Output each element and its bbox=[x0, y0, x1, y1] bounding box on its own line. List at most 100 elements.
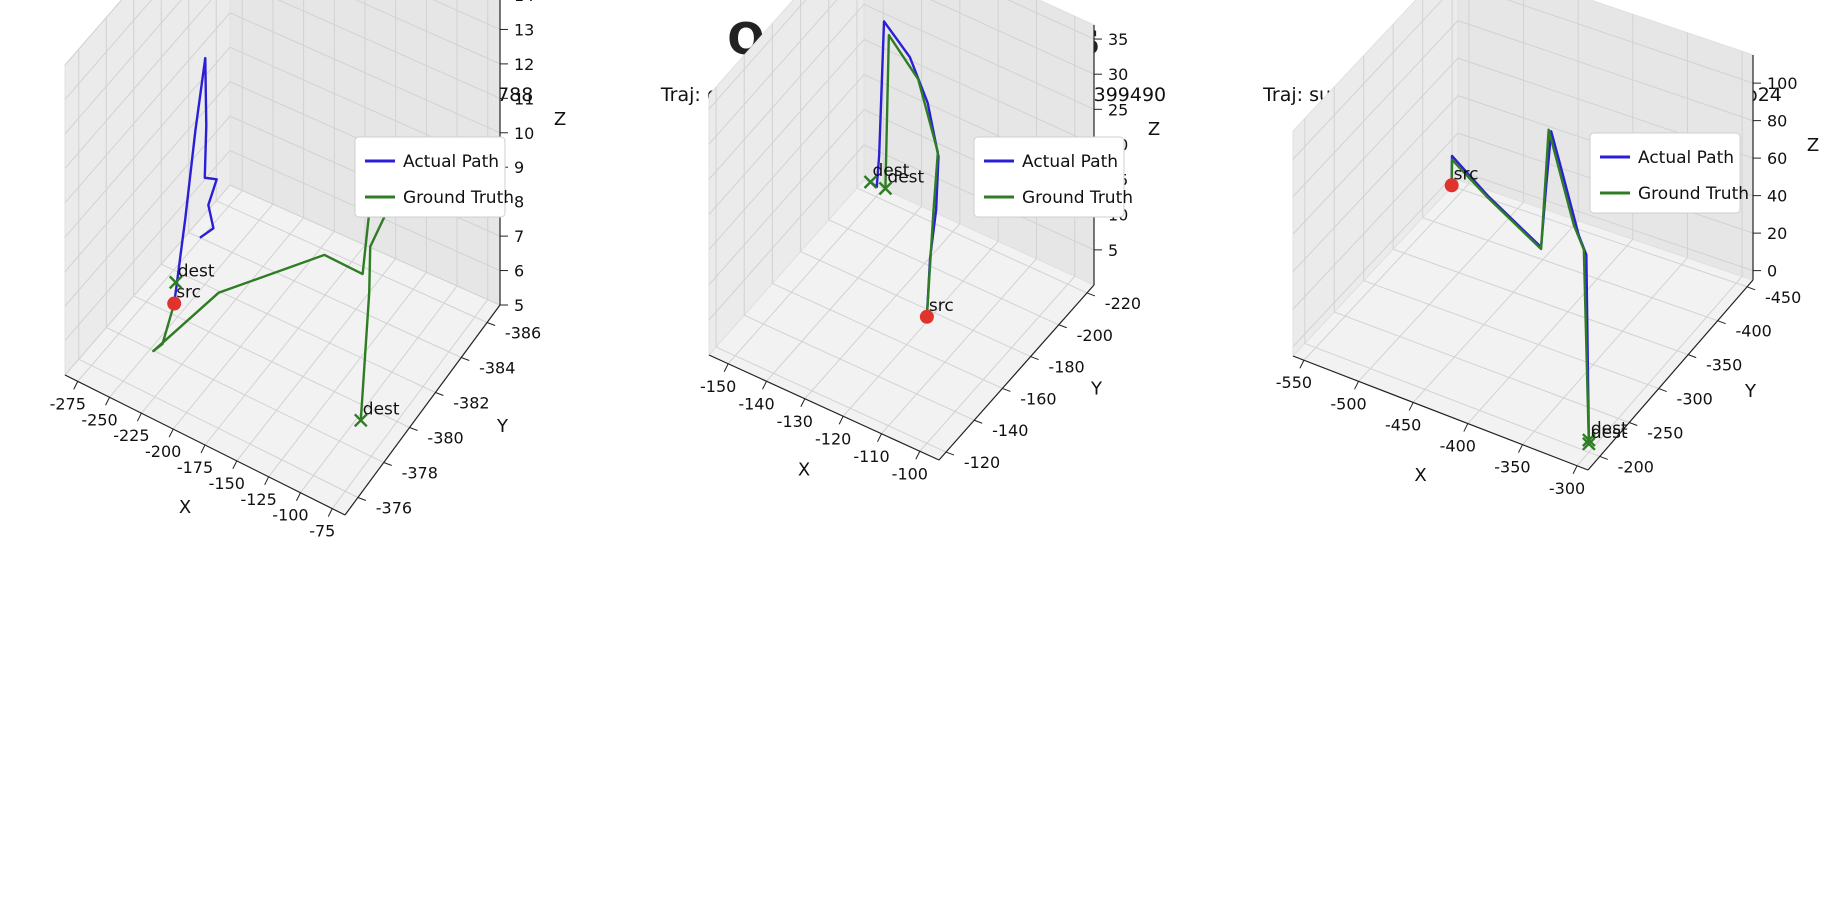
y-tick bbox=[1746, 286, 1756, 291]
y-tick bbox=[383, 462, 392, 466]
legend-entry: Actual Path bbox=[1638, 148, 1734, 168]
dest-label: dest bbox=[1591, 423, 1628, 443]
x-tick bbox=[136, 412, 142, 422]
x-tick bbox=[1463, 423, 1469, 432]
legend-entry: Actual Path bbox=[1022, 152, 1118, 172]
x-tick-label: -130 bbox=[777, 412, 813, 431]
grid-line bbox=[708, 38, 1095, 215]
dest-marker bbox=[168, 275, 183, 290]
y-tick bbox=[1599, 455, 1608, 460]
dest-marker bbox=[1582, 436, 1596, 451]
legend-entry: Actual Path bbox=[403, 152, 499, 172]
y-tick-label: -250 bbox=[1647, 424, 1683, 443]
x-tick-label: -300 bbox=[1549, 479, 1585, 498]
grid-line bbox=[109, 203, 274, 398]
x-tick-label: -550 bbox=[1276, 373, 1312, 392]
grid-line bbox=[188, 232, 462, 358]
grid-line bbox=[715, 346, 947, 453]
y-tick bbox=[1030, 356, 1039, 361]
y-tick bbox=[974, 419, 983, 424]
z-axis-label: Z bbox=[1807, 135, 1819, 156]
x-axis-label: X bbox=[179, 497, 191, 518]
x-tick bbox=[1572, 465, 1578, 475]
grid-line bbox=[64, 0, 123, 66]
x-axis-line bbox=[708, 354, 940, 461]
src-marker bbox=[167, 296, 182, 311]
y-tick-label: -300 bbox=[1677, 390, 1713, 409]
actual-path-line bbox=[173, 56, 218, 304]
x-tick bbox=[915, 451, 921, 460]
x-tick bbox=[296, 492, 301, 501]
x-tick-label: -275 bbox=[50, 394, 86, 413]
x-tick-label: -125 bbox=[240, 490, 276, 509]
ground-truth-line bbox=[884, 33, 940, 317]
z-tick-label: 25 bbox=[1108, 100, 1128, 119]
grid-line bbox=[1292, 170, 1754, 347]
x-tick-label: -200 bbox=[145, 442, 181, 461]
grid-line bbox=[828, 219, 1059, 326]
x-tick-label: -75 bbox=[309, 522, 335, 541]
grid-line bbox=[133, 295, 410, 428]
z-tick-label: 35 bbox=[1108, 30, 1128, 49]
grid-line bbox=[1393, 248, 1689, 356]
dest-label: dest bbox=[887, 167, 924, 187]
dest-label: dest bbox=[872, 161, 909, 181]
dest-label: dest bbox=[1591, 419, 1628, 439]
z-tick-label: 11 bbox=[514, 89, 534, 108]
y-tick-label: -384 bbox=[479, 359, 515, 378]
src-label: src bbox=[1454, 164, 1479, 184]
legend: Actual Path Ground Truth bbox=[1589, 132, 1749, 214]
x-tick-label: -100 bbox=[892, 464, 928, 483]
x-tick bbox=[838, 416, 844, 425]
grid-line bbox=[804, 223, 961, 400]
x-tick bbox=[1408, 402, 1414, 411]
y-axis-line bbox=[1587, 279, 1754, 471]
dest-marker bbox=[863, 175, 878, 189]
z-tick-label: 12 bbox=[514, 55, 534, 74]
dest-marker bbox=[353, 413, 368, 428]
grid-line bbox=[881, 258, 1037, 435]
y-tick-label: -220 bbox=[1105, 294, 1141, 313]
grid-line bbox=[216, 200, 488, 323]
legend-entry: Ground Truth bbox=[1638, 184, 1749, 204]
y-axis-label: Y bbox=[496, 416, 509, 437]
legend-entry: Ground Truth bbox=[1022, 188, 1133, 208]
y-tick bbox=[461, 357, 470, 361]
y-tick bbox=[1688, 354, 1697, 359]
x-tick bbox=[327, 508, 333, 517]
grid-line bbox=[1292, 20, 1754, 197]
grid-line bbox=[64, 0, 501, 135]
grid-line bbox=[766, 205, 922, 382]
dest-label: dest bbox=[363, 399, 400, 419]
y-tick bbox=[1717, 320, 1726, 325]
x-tick-label: -250 bbox=[81, 410, 117, 429]
grid-line bbox=[772, 282, 1003, 389]
z-tick-label: 7 bbox=[514, 227, 524, 246]
grid-line bbox=[78, 358, 359, 498]
x-tick-label: -110 bbox=[853, 447, 889, 466]
x-tick bbox=[1354, 381, 1360, 390]
x-tick bbox=[200, 444, 206, 454]
panel-oracle-success: Oracle Success Traj: oracle_04c4ffd7-b7c… bbox=[609, 0, 1218, 903]
y-tick-label: -450 bbox=[1765, 288, 1801, 307]
grid-line bbox=[64, 0, 501, 100]
ground-truth-line bbox=[1450, 128, 1591, 444]
grid-line bbox=[64, 0, 501, 169]
grid-line bbox=[1451, 185, 1748, 288]
grid-line bbox=[856, 187, 1088, 294]
x-tick bbox=[232, 460, 238, 470]
x-tick-label: -140 bbox=[738, 394, 774, 413]
grid-line bbox=[1576, 275, 1743, 467]
grid-line bbox=[744, 314, 975, 421]
x-tick bbox=[800, 398, 806, 407]
x-tick-label: -225 bbox=[113, 426, 149, 445]
panel-success: Success Traj: success_b23e79a3-4f1d-43e4… bbox=[1218, 0, 1827, 903]
src-label: src bbox=[929, 296, 954, 316]
y-tick-label: -200 bbox=[1077, 326, 1113, 345]
grid-line bbox=[708, 0, 1095, 145]
y-axis-line bbox=[344, 304, 501, 516]
x-axis-label: X bbox=[798, 460, 810, 481]
z-tick-label: 9 bbox=[514, 158, 524, 177]
grid-line bbox=[64, 46, 501, 238]
legend: Actual Path Ground Truth bbox=[354, 136, 514, 218]
